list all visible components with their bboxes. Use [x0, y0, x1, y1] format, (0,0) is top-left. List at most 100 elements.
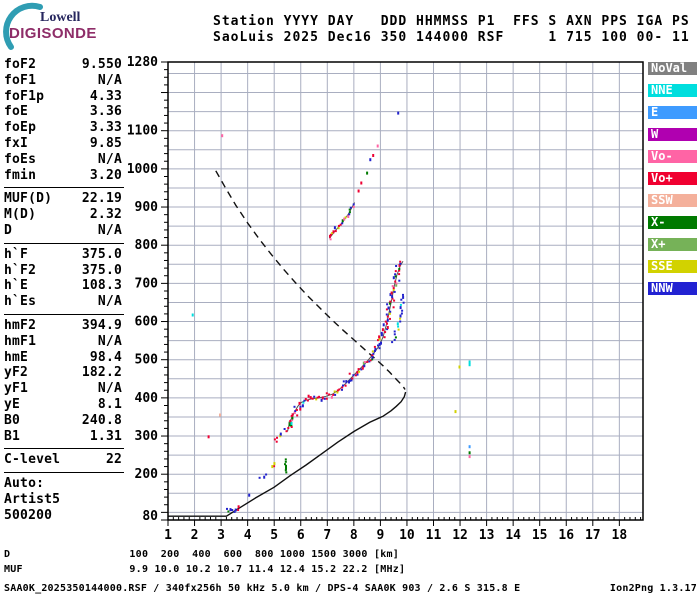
x-tick-label: 18: [612, 528, 628, 543]
param-value: N/A: [97, 381, 122, 397]
y-tick-label: 900: [135, 200, 159, 215]
stray-echo-dot: [219, 413, 221, 417]
param-value: 1.31: [89, 428, 122, 444]
header-values-line: SaoLuis 2025 Dec16 350 144000 RSF 1 715 …: [213, 30, 690, 45]
stray-echo-dot: [468, 451, 471, 455]
true-height-profile-curve: [168, 391, 407, 517]
y-tick-label: 1280: [127, 55, 158, 70]
param-value: 375.0: [81, 262, 122, 278]
param-row-b0: B0 240.8: [4, 413, 122, 429]
x-tick-label: 17: [585, 528, 601, 543]
x-tick-label: 13: [479, 528, 495, 543]
stray-echo-dot: [454, 410, 457, 414]
param-label: h`F2: [4, 262, 37, 278]
echo-traces: [191, 111, 471, 513]
distance-row: D 100 200 400 600 800 1000 1500 3000 [km…: [4, 549, 400, 560]
param-row-ye: yE 8.1: [4, 397, 122, 413]
y-tick-label: 80: [142, 509, 158, 524]
param-row-md: M(D) 2.32: [4, 207, 122, 223]
x-tick-label: 2: [191, 528, 199, 543]
stray-echo-dot: [366, 171, 369, 175]
param-label: foE: [4, 104, 29, 120]
x-tick-label: 15: [532, 528, 548, 543]
y-tick-label: 800: [135, 238, 159, 253]
param-label: D: [4, 222, 13, 238]
param-label: h`Es: [4, 294, 37, 310]
param-row-hmf1: hmF1 N/A: [4, 334, 122, 350]
legend-item-ssw: SSW: [648, 194, 697, 207]
param-row-hf2: h`F2 375.0: [4, 263, 122, 279]
stray-echo-dot: [458, 365, 461, 369]
x-tick-label: 10: [399, 528, 415, 543]
y-tick-label: 400: [135, 391, 159, 406]
logo-arc-icon: [3, 2, 43, 50]
param-label: yF2: [4, 365, 29, 381]
param-value: 98.4: [89, 349, 122, 365]
stray-echo-dot: [468, 363, 471, 367]
panel-divider: [4, 313, 124, 315]
autoscaling-info: Artist5: [4, 491, 61, 507]
param-value: N/A: [97, 72, 122, 88]
x-tick-label: 12: [452, 528, 468, 543]
param-label: B0: [4, 412, 21, 428]
param-value: N/A: [97, 151, 122, 167]
param-row-hes: h`Es N/A: [4, 294, 122, 310]
stray-echo-dot: [357, 189, 360, 193]
stray-echo-dot: [221, 134, 224, 138]
stray-echo-dot: [279, 434, 282, 438]
param-value: N/A: [97, 333, 122, 349]
echo-direction-legend: NoVal NNE E W Vo- Vo+ SSW X- X+ SSE NNW: [648, 62, 697, 304]
param-row-b1: B1 1.31: [4, 429, 122, 445]
x-tick-label: 14: [505, 528, 521, 543]
stray-echo-dot: [279, 432, 282, 436]
header-columns-line: Station YYYY DAY DDD HHMMSS P1 FFS S AXN…: [213, 14, 690, 29]
stray-echo-dot: [369, 158, 372, 162]
param-value: 240.8: [81, 412, 122, 428]
param-value: 9.85: [89, 135, 122, 151]
x-tick-label: 16: [558, 528, 574, 543]
param-value: 394.9: [81, 317, 122, 333]
autoscaling-info: 500200: [4, 507, 53, 523]
legend-item-x: X-: [648, 216, 697, 229]
param-label: foF1p: [4, 88, 45, 104]
param-label: yE: [4, 396, 21, 412]
x-tick-label: 6: [297, 528, 305, 543]
param-label: C-level: [4, 452, 61, 468]
param-label: hmE: [4, 349, 29, 365]
plot-grid: [168, 62, 643, 520]
param-row-yf2: yF2 182.2: [4, 365, 122, 381]
param-row-d: D N/A: [4, 223, 122, 239]
param-value: 22: [105, 452, 122, 468]
param-label: fxI: [4, 135, 29, 151]
param-row-foe: foE 3.36: [4, 104, 122, 120]
legend-item-x: X+: [648, 238, 697, 251]
stray-echo-dot: [207, 435, 210, 439]
panel-divider: [4, 242, 124, 244]
param-row-hme: hmE 98.4: [4, 350, 122, 366]
param-row-fof1: foF1 N/A: [4, 73, 122, 89]
stray-echo-dot: [248, 493, 251, 497]
param-label: foF1: [4, 72, 37, 88]
muf-row: MUF 9.9 10.0 10.2 10.7 11.4 12.4 15.2 22…: [4, 564, 406, 575]
param-label: hmF1: [4, 333, 37, 349]
legend-item-vo: Vo-: [648, 150, 697, 163]
legend-item-noval: NoVal: [648, 62, 697, 75]
param-label: hmF2: [4, 317, 37, 333]
panel-divider: [4, 472, 124, 474]
stray-echo-dot: [372, 154, 375, 157]
stray-echo-dot: [468, 360, 471, 364]
muf-transmission-curve: [215, 170, 406, 390]
param-value: N/A: [97, 222, 122, 238]
param-value: 9.550: [81, 57, 122, 72]
x-tick-label: 3: [217, 528, 225, 543]
stray-echo-dot: [468, 455, 471, 459]
y-tick-label: 1100: [127, 124, 158, 139]
param-row-hf: h`F 375.0: [4, 247, 122, 263]
param-label: foEs: [4, 151, 37, 167]
parameter-panel: foF2 9.550 foF1 N/A foF1p 4.33 foE 3.36 foEp 3.33…: [4, 57, 124, 524]
param-value: N/A: [97, 294, 122, 310]
param-value: 4.33: [89, 88, 122, 104]
